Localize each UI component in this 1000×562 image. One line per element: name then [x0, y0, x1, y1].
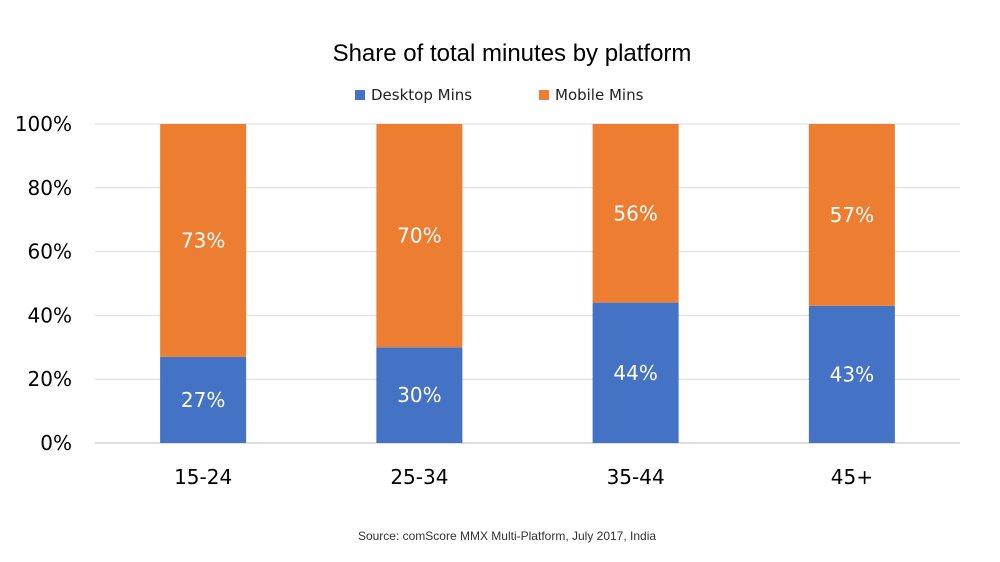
data-label: 27%: [181, 388, 225, 412]
x-tick-label: 45+: [831, 465, 873, 489]
bar-mobile-mins-35-44: [592, 124, 679, 303]
data-label: 43%: [830, 362, 874, 386]
legend-label: Mobile Mins: [555, 86, 644, 104]
bar-mobile-mins-15-24: [160, 124, 247, 357]
data-label: 57%: [830, 203, 874, 227]
legend-label: Desktop Mins: [371, 86, 472, 104]
bar-desktop-mins-25-34: [376, 347, 463, 443]
y-tick-label: 100%: [15, 112, 72, 136]
y-axis: 0% 20% 40% 60% 80% 100%: [15, 112, 72, 455]
y-tick-label: 40%: [28, 303, 72, 327]
x-tick-label: 35-44: [607, 465, 665, 489]
y-tick-label: 0%: [40, 431, 72, 455]
data-label: 73%: [181, 228, 225, 252]
bar-desktop-mins-45+: [808, 305, 895, 443]
chart-title: Share of total minutes by platform: [333, 40, 692, 67]
source-note: Source: comScore MMX Multi-Platform, Jul…: [358, 529, 656, 543]
x-tick-label: 15-24: [174, 465, 232, 489]
x-tick-label: 25-34: [390, 465, 448, 489]
data-label: 70%: [397, 224, 441, 248]
bar-desktop-mins-35-44: [592, 302, 679, 443]
bar-desktop-mins-15-24: [160, 356, 247, 443]
bars: 27% 73% 30% 70% 44% 56% 43% 57%: [160, 124, 895, 443]
data-label: 44%: [613, 361, 657, 385]
data-label: 30%: [397, 383, 441, 407]
data-label: 56%: [613, 201, 657, 225]
y-tick-label: 80%: [28, 176, 72, 200]
y-tick-label: 20%: [28, 367, 72, 391]
legend-swatch: [539, 90, 549, 100]
bar-mobile-mins-45+: [808, 124, 895, 306]
x-axis: 15-24 25-34 35-44 45+: [174, 465, 873, 489]
bar-mobile-mins-25-34: [376, 124, 463, 348]
legend-swatch: [355, 90, 365, 100]
chart-legend: Desktop Mins Mobile Mins: [355, 86, 644, 104]
y-tick-label: 60%: [28, 240, 72, 264]
